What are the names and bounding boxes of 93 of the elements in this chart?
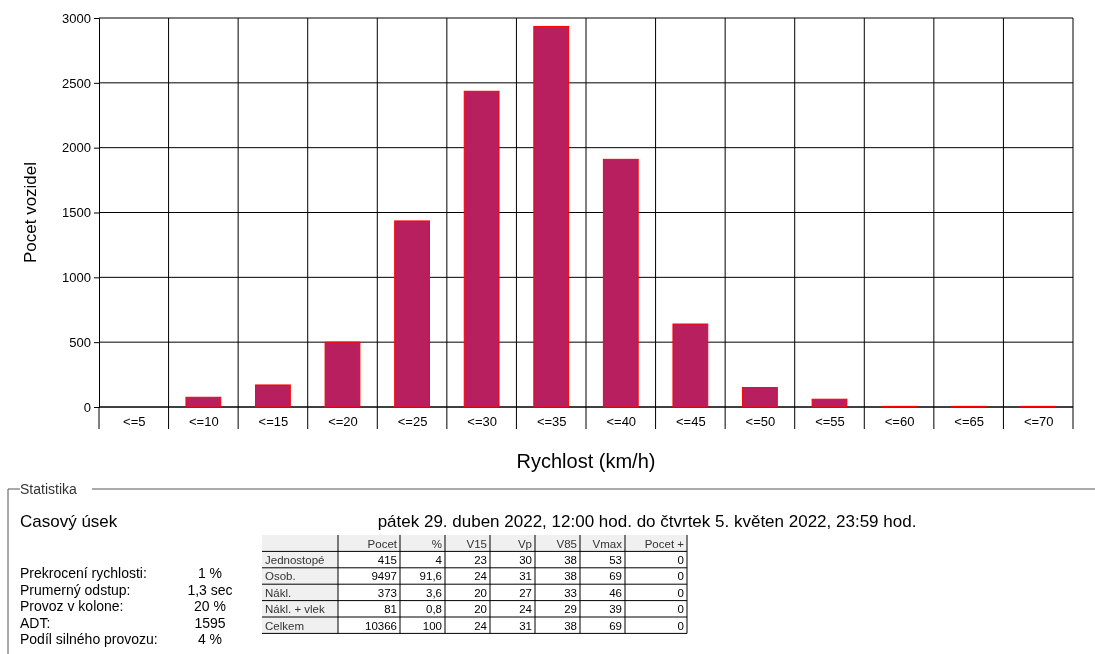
text: 23	[474, 553, 487, 566]
text: 20	[474, 586, 487, 599]
x-tick-label: <=30	[467, 413, 497, 429]
text: pátek 29. duben 2022, 12:00 hod. do čtvrtek 5. květen 2022, 23:59 hod.	[377, 512, 917, 531]
text: 91,6	[419, 570, 442, 583]
text: Podíl silného provozu:	[20, 631, 158, 647]
y-axis-title: Pocet vozidel	[21, 161, 40, 264]
text: 0	[677, 553, 684, 566]
x-tick-label: <=15	[258, 413, 289, 429]
text: 38	[564, 570, 577, 583]
text: 0	[677, 619, 684, 632]
text: Prumerný odstup:	[20, 581, 131, 598]
text: 29	[564, 603, 577, 616]
y-tick-label: 1000	[62, 269, 91, 285]
text: 0	[677, 570, 684, 583]
text: 31	[519, 619, 532, 632]
bar	[533, 25, 570, 408]
text: 1595	[194, 614, 226, 631]
text: Jednostopé	[265, 553, 325, 566]
y-tick-label: 500	[69, 334, 91, 350]
text: Statistika	[20, 481, 78, 497]
x-tick-label: <=60	[884, 413, 915, 429]
y-tick-label: 0	[83, 399, 91, 415]
bar	[672, 323, 709, 408]
text: ADT:	[20, 614, 51, 631]
text: 69	[609, 570, 622, 583]
text: 53	[609, 553, 622, 566]
text: 3,6	[426, 586, 442, 599]
text: 100	[422, 619, 442, 632]
x-axis-title: Rychlost (km/h)	[516, 450, 656, 472]
text: 39	[609, 603, 622, 616]
text: Osob.	[265, 570, 296, 583]
y-tick-label: 2500	[62, 75, 91, 91]
text: 0	[677, 586, 684, 599]
text: 20 %	[194, 598, 226, 614]
x-tick-label: <=50	[745, 413, 776, 429]
bar	[463, 90, 500, 408]
text: 46	[609, 586, 622, 599]
text: Pocet	[367, 537, 398, 550]
text: Vp	[517, 537, 532, 550]
x-tick-label: <=5	[123, 413, 146, 429]
x-tick-label: <=35	[536, 413, 567, 429]
x-tick-label: <=45	[676, 413, 706, 429]
text: Vmax	[592, 537, 623, 550]
text: Casový úsek	[20, 512, 118, 531]
text: Prekrocení rychlosti:	[20, 565, 147, 581]
text: Pocet +	[644, 537, 685, 550]
y-tick-label: 2000	[62, 140, 91, 156]
bar	[255, 384, 291, 408]
text: 31	[519, 570, 532, 583]
bar	[394, 220, 430, 408]
text: 4 %	[197, 631, 223, 647]
text: Provoz v kolone:	[20, 598, 124, 614]
text: 20	[474, 603, 487, 616]
x-tick-label: <=25	[397, 413, 428, 429]
x-tick-label: <=70	[1023, 413, 1054, 429]
text: Nákl. + vlek	[265, 603, 326, 616]
text: 24	[474, 570, 488, 583]
text: Celkem	[265, 619, 304, 632]
text: 24	[519, 603, 533, 616]
text: 33	[564, 586, 577, 599]
text: 10366	[365, 619, 397, 632]
bar	[324, 341, 361, 408]
text: 1,3 sec	[187, 581, 233, 598]
x-tick-label: <=40	[606, 413, 637, 429]
x-tick-label: <=55	[815, 413, 845, 429]
text: 30	[519, 553, 532, 566]
text: 27	[519, 586, 532, 599]
bar	[602, 158, 639, 408]
text: 0	[677, 603, 684, 616]
x-tick-label: <=10	[189, 413, 219, 429]
text: 69	[609, 619, 622, 632]
y-tick-label: 3000	[62, 10, 91, 26]
text: 1 %	[197, 565, 223, 581]
bar	[742, 387, 778, 408]
y-tick-label: 1500	[62, 205, 91, 221]
text: 373	[377, 586, 397, 599]
bar	[811, 398, 848, 408]
text: 38	[564, 619, 577, 632]
x-tick-label: <=65	[954, 413, 984, 429]
text: 415	[377, 553, 397, 566]
x-tick-label: <=20	[328, 413, 358, 429]
bar	[185, 396, 222, 408]
text: 0,8	[426, 603, 442, 616]
text: V85	[556, 537, 577, 550]
text: Nákl.	[265, 586, 292, 599]
text: 9497	[371, 570, 397, 583]
text: V15	[466, 537, 487, 550]
text: 4	[435, 553, 443, 566]
text: %	[431, 537, 442, 550]
text: 24	[474, 619, 488, 632]
text: 81	[384, 603, 397, 616]
text: 38	[564, 553, 577, 566]
